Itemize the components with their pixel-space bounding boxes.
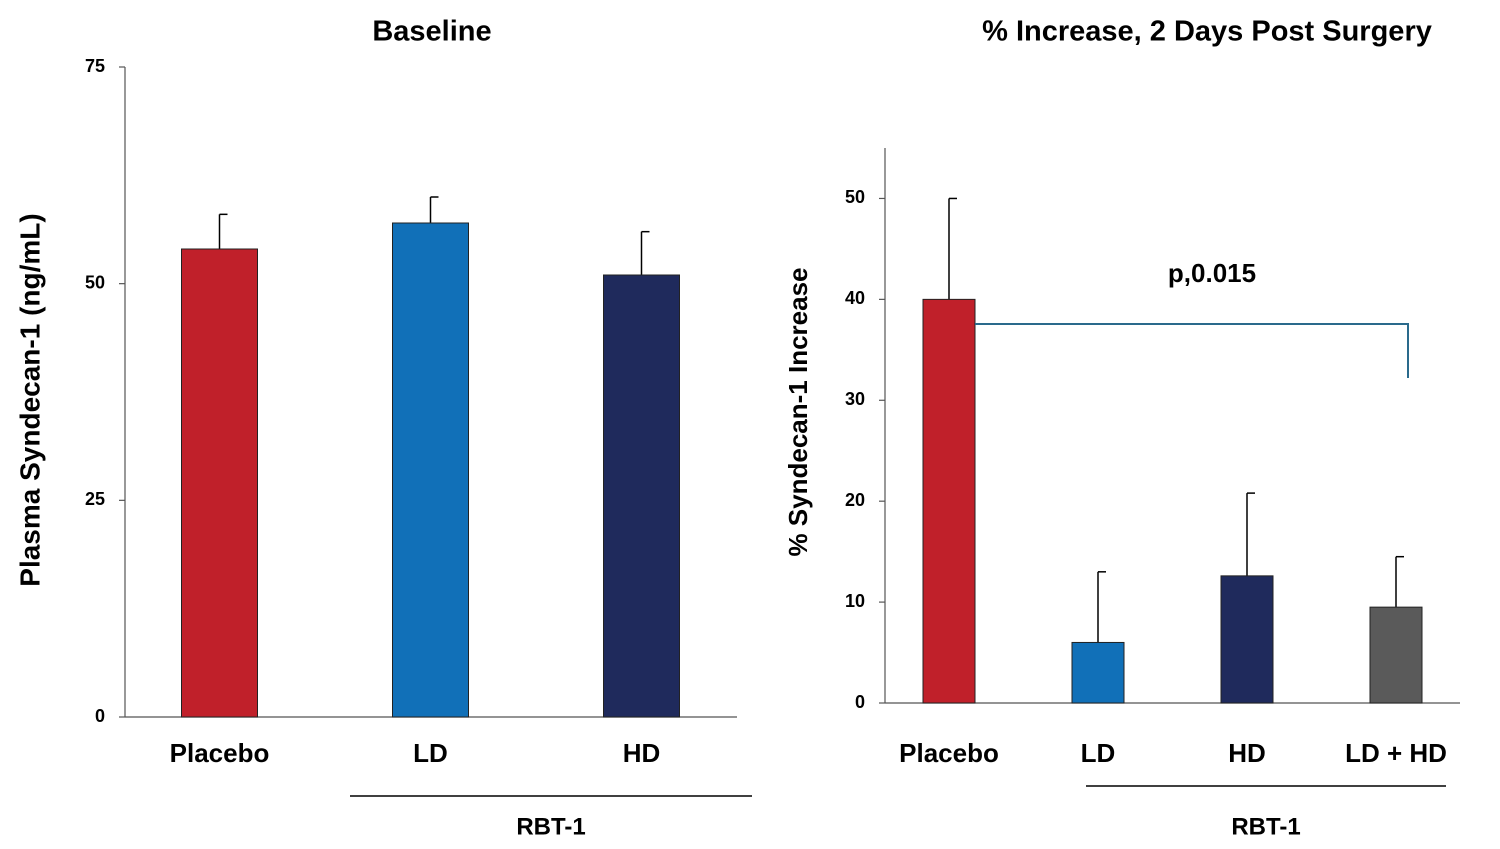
y-tick-label: 0 — [95, 706, 105, 726]
y-axis-label: Plasma Syndecan-1 (ng/mL) — [14, 213, 45, 586]
group-label: RBT-1 — [516, 813, 585, 840]
annotation: p,0.015 — [1168, 258, 1256, 288]
y-tick-label: 20 — [845, 490, 865, 510]
chart-title: Baseline — [372, 16, 491, 48]
x-tick-label: Placebo — [170, 738, 270, 768]
significance-bracket — [975, 323, 1409, 378]
bar — [1220, 575, 1274, 704]
x-tick-label: LD — [413, 738, 448, 768]
bar — [603, 274, 680, 718]
x-tick-label: LD — [1081, 738, 1116, 768]
bar — [181, 248, 258, 718]
x-tick-label: LD + HD — [1345, 738, 1447, 768]
y-tick-label: 30 — [845, 389, 865, 409]
y-tick-label: 10 — [845, 591, 865, 611]
y-tick-label: 40 — [845, 288, 865, 308]
x-tick-label: Placebo — [899, 738, 999, 768]
bar — [922, 298, 976, 704]
y-tick-label: 75 — [85, 56, 105, 76]
bar — [392, 222, 469, 718]
chart-title: % Increase, 2 Days Post Surgery — [982, 16, 1432, 48]
bar — [1369, 606, 1423, 704]
x-tick-label: HD — [1228, 738, 1266, 768]
y-tick-label: 25 — [85, 489, 105, 509]
y-tick-label: 50 — [845, 187, 865, 207]
group-label: RBT-1 — [1231, 813, 1300, 840]
bar — [1071, 641, 1125, 704]
y-tick-label: 50 — [85, 272, 105, 292]
y-tick-label: 0 — [855, 692, 865, 712]
x-tick-label: HD — [623, 738, 661, 768]
y-axis-label: % Syndecan-1 Increase — [783, 267, 813, 556]
